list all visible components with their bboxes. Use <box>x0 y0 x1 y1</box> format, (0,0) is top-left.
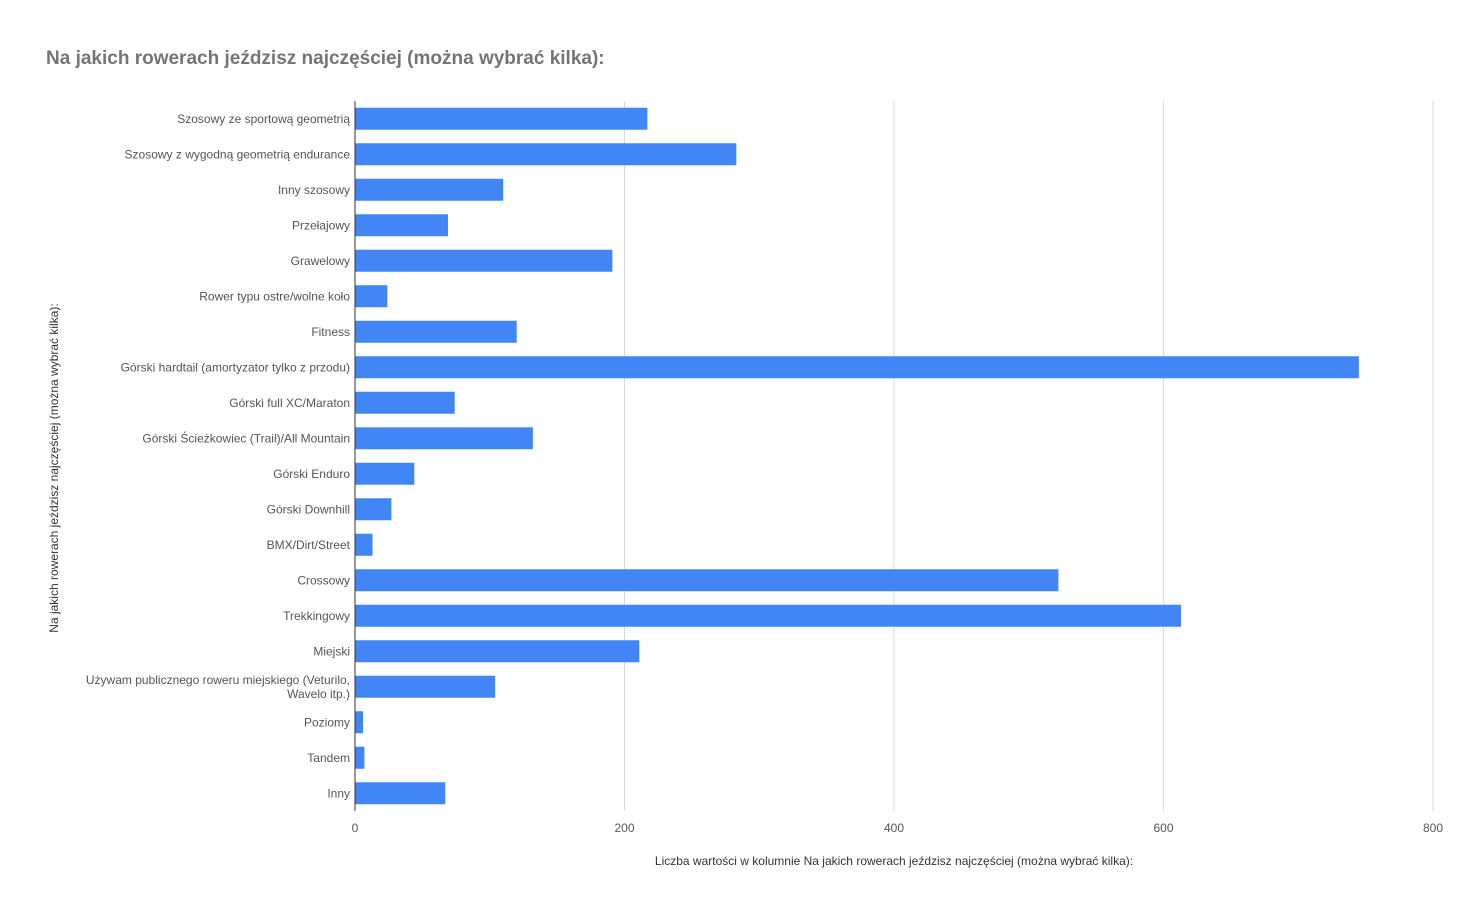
bar <box>355 569 1059 592</box>
bars <box>355 107 1359 805</box>
x-tick-label: 400 <box>884 821 904 835</box>
category-label: Szosowy ze sportową geometrią <box>177 112 350 126</box>
category-label: Górski hardtail (amortyzator tylko z prz… <box>121 360 350 374</box>
chart-title: Na jakich rowerach jeździsz najczęściej … <box>46 48 605 69</box>
bar <box>355 356 1359 379</box>
category-label: Fitness <box>311 325 350 339</box>
category-label: Tandem <box>307 751 350 765</box>
bar <box>355 391 455 414</box>
category-label: Grawelowy <box>291 254 350 268</box>
bar <box>355 746 365 769</box>
bar <box>355 498 392 521</box>
category-label: Miejski <box>313 644 350 658</box>
bar <box>355 107 648 130</box>
category-label: Górski Downhill <box>267 502 350 516</box>
category-label: Trekkingowy <box>283 609 350 623</box>
bar <box>355 143 737 166</box>
category-label: Górski Ścieżkowiec (Trail)/All Mountain <box>142 430 350 445</box>
bar <box>355 320 517 343</box>
y-axis-title: Na jakich rowerach jeździsz najczęściej … <box>47 303 61 632</box>
bar <box>355 178 504 201</box>
category-label: Przełajowy <box>292 218 350 232</box>
category-label: Górski Enduro <box>273 467 350 481</box>
bar <box>355 675 496 698</box>
category-label: Inny <box>327 786 350 800</box>
category-labels: Szosowy ze sportową geometrią Szosowy z w… <box>86 112 351 801</box>
category-label: Szosowy z wygodną geometrią endurance <box>125 147 351 161</box>
x-tick-label: 0 <box>352 821 359 835</box>
category-label: Górski full XC/Maraton <box>229 396 350 410</box>
x-tick-label: 800 <box>1423 821 1443 835</box>
bar <box>355 640 640 663</box>
bar <box>355 533 373 556</box>
gridlines <box>624 101 1434 811</box>
x-tick-label: 200 <box>614 821 634 835</box>
bar <box>355 214 448 237</box>
category-label: Poziomy <box>304 715 350 729</box>
bar <box>355 711 364 734</box>
x-tick-labels: 0 200 400 600 800 <box>352 821 1444 835</box>
category-label: Crossowy <box>297 573 350 587</box>
bar <box>355 249 613 272</box>
x-axis-title: Liczba wartości w kolumnie Na jakich row… <box>655 854 1133 868</box>
bar <box>355 782 446 805</box>
category-label: Używam publicznego roweru miejskiego (Ve… <box>86 673 350 701</box>
bar <box>355 604 1182 627</box>
bar <box>355 427 533 450</box>
bar <box>355 285 388 308</box>
category-label: BMX/Dirt/Street <box>267 538 351 552</box>
bar <box>355 462 415 485</box>
category-label: Inny szosowy <box>278 183 350 197</box>
category-label: Rower typu ostre/wolne koło <box>199 289 350 303</box>
x-tick-label: 600 <box>1153 821 1173 835</box>
